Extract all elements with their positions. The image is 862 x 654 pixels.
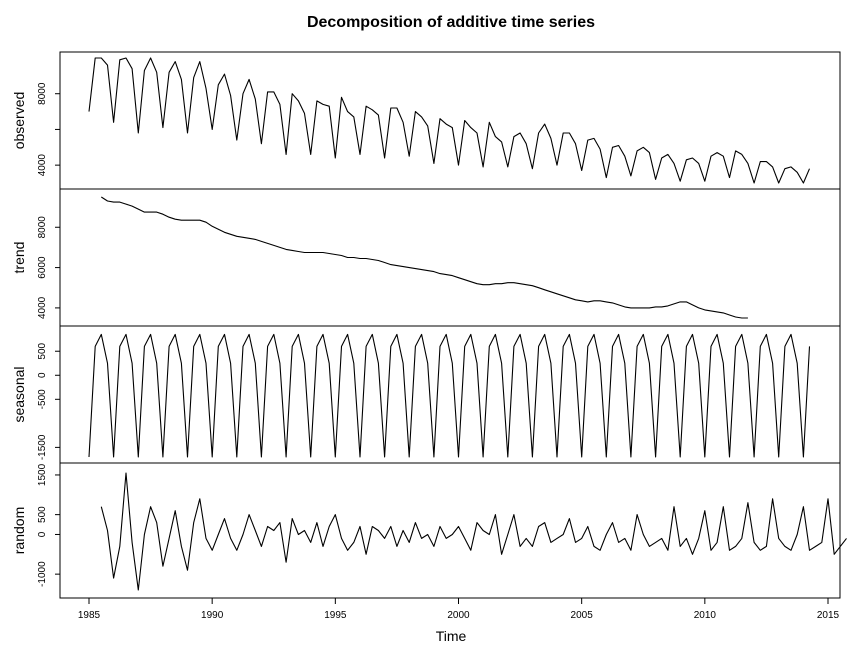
panel-seasonal: seasonal -1500 -500 0 500 <box>11 325 841 464</box>
random-ytick-label: 500 <box>37 506 48 523</box>
random-axis-label: random <box>11 507 27 554</box>
observed-axis-label: observed <box>11 92 27 150</box>
trend-ytick-label: 8000 <box>37 216 48 239</box>
random-panel-frame <box>59 462 841 599</box>
x-axis: 1985 1990 1995 2000 2005 2010 2015 <box>78 598 840 621</box>
seasonal-ytick-label: 500 <box>37 342 48 359</box>
x-tick-label: 2010 <box>694 610 717 621</box>
chart-title: Decomposition of additive time series <box>307 14 595 31</box>
panel-trend: trend 4000 6000 8000 <box>11 188 841 327</box>
x-tick-label: 2015 <box>817 610 840 621</box>
trend-ytick-label: 4000 <box>37 296 48 319</box>
x-tick-label: 2000 <box>447 610 470 621</box>
seasonal-axis-label: seasonal <box>11 366 27 422</box>
seasonal-panel-frame <box>59 325 841 464</box>
panel-random: random -1000 0 500 1500 <box>11 462 847 599</box>
random-ytick-label: 0 <box>37 531 48 537</box>
observed-ytick-label: 8000 <box>37 82 48 105</box>
random-ytick-label: -1000 <box>37 561 48 587</box>
seasonal-ytick-label: -1500 <box>37 434 48 460</box>
seasonal-ytick-label: 0 <box>37 372 48 378</box>
trend-series-line <box>101 196 748 319</box>
x-tick-label: 1995 <box>324 610 347 621</box>
trend-panel-frame <box>59 188 841 327</box>
observed-ytick-label: 4000 <box>37 154 48 177</box>
observed-series-line <box>88 57 811 184</box>
seasonal-ytick-label: -500 <box>37 389 48 409</box>
random-ytick-label: 1500 <box>37 463 48 486</box>
x-tick-label: 2005 <box>571 610 594 621</box>
observed-panel-frame <box>59 51 841 190</box>
x-tick-label: 1985 <box>78 610 101 621</box>
x-axis-label: Time <box>436 628 467 644</box>
panels-group: observed 4000 8000 trend 4000 6000 8000 seasona… <box>11 51 847 599</box>
random-series-line <box>100 472 847 591</box>
seasonal-series-line <box>88 333 811 458</box>
trend-axis-label: trend <box>11 242 27 274</box>
x-tick-label: 1990 <box>201 610 224 621</box>
panel-observed: observed 4000 8000 <box>11 51 841 190</box>
trend-ytick-label: 6000 <box>37 256 48 279</box>
